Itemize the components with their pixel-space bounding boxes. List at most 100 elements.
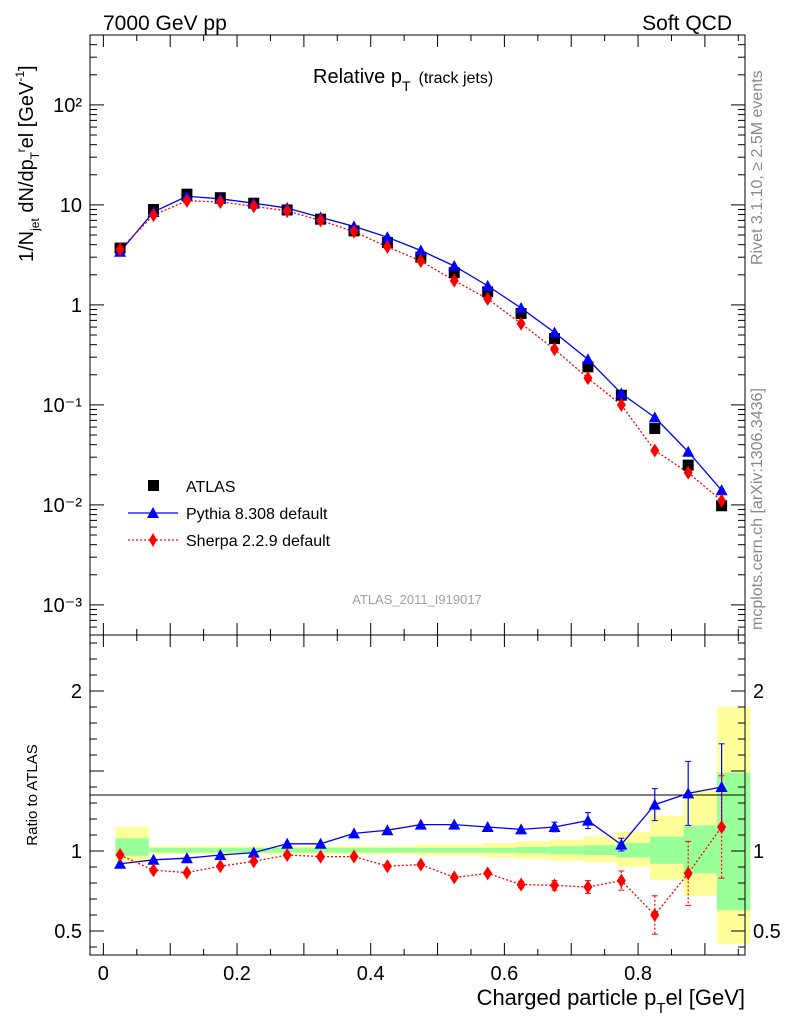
main-title: Relative pT (track jets)	[313, 66, 493, 94]
sherpa-ratio-point	[249, 854, 259, 869]
ratio-band-inner	[382, 847, 417, 853]
ratio-band-inner	[148, 847, 183, 853]
sherpa-point	[449, 273, 459, 288]
legend-pythia-marker	[147, 507, 159, 518]
pythia-ratio-point	[414, 818, 427, 830]
ratio-band-inner	[683, 825, 717, 874]
sherpa-ratio-point	[550, 878, 560, 893]
ratio-band-inner	[482, 847, 517, 853]
pythia-ratio-point	[581, 814, 594, 826]
ratio-band-inner	[215, 847, 250, 853]
pythia-point	[481, 279, 494, 291]
ratio-band-inner	[650, 836, 684, 864]
main-y-tick-label: 10⁻¹	[43, 395, 83, 417]
main-title-text: Relative pT (track jets)	[313, 66, 493, 94]
pythia-point	[448, 259, 461, 271]
mcplots-label: mcplots.cern.ch [arXiv:1306.3436]	[749, 388, 766, 630]
sherpa-ratio-point	[683, 866, 693, 881]
pythia-ratio-point	[615, 838, 628, 850]
sherpa-ratio-point	[583, 880, 593, 894]
ratio-y-tick-label: 0.5	[54, 921, 82, 943]
legend-atlas-label: ATLAS	[186, 479, 236, 496]
sherpa-point	[349, 224, 359, 239]
sherpa-ratio-point	[282, 848, 292, 862]
sherpa-point	[717, 493, 727, 508]
pythia-point	[381, 231, 394, 243]
ratio-band-inner	[549, 846, 584, 855]
sherpa-point	[583, 371, 593, 386]
sherpa-point	[650, 443, 660, 458]
pythia-point	[548, 326, 561, 338]
main-data-layer	[114, 188, 728, 512]
sherpa-point	[115, 242, 125, 257]
ratio-y-tick-label: 1	[71, 841, 82, 863]
main-ticks: 10⁻³ 10⁻² 10⁻¹ 1 10 10²	[43, 34, 745, 636]
x-tick-label: 0.4	[357, 963, 385, 985]
ratio-data-layer	[114, 743, 728, 935]
header-right: Soft QCD	[642, 12, 732, 35]
pythia-ratio-point	[548, 821, 561, 832]
pythia-point	[581, 353, 594, 365]
analysis-id: ATLAS_2011_I919017	[352, 592, 482, 607]
legend-sherpa-marker	[149, 533, 157, 547]
pythia-ratio-point	[214, 849, 227, 860]
x-tick-label: 0.8	[624, 963, 652, 985]
main-panel: 10⁻³ 10⁻² 10⁻¹ 1 10 10² Relative pT (track jet…	[13, 34, 746, 636]
sherpa-point	[382, 239, 392, 254]
ratio-band-inner	[282, 847, 316, 853]
ratio-y-tick-label: 2	[71, 681, 82, 703]
sherpa-ratio-point	[717, 820, 727, 834]
pythia-ratio-point	[314, 837, 327, 849]
ratio-y-tick-label-right: 1	[753, 841, 764, 863]
sherpa-ratio-point	[616, 873, 626, 888]
x-axis-label: Charged particle pTel [GeV]	[477, 985, 745, 1017]
pythia-ratio-point	[180, 852, 193, 864]
pythia-point	[515, 302, 528, 314]
ratio-band-inner	[416, 847, 450, 853]
ratio-band-inner	[315, 847, 350, 853]
pythia-ratio-point	[682, 787, 695, 799]
main-y-tick-label: 10	[60, 195, 82, 217]
atlas-point	[515, 308, 527, 320]
pythia-ratio-point	[648, 798, 661, 810]
ratio-band-inner	[115, 838, 149, 856]
ratio-band-inner	[182, 847, 216, 853]
main-y-tick-label: 1	[71, 295, 82, 317]
main-y-tick-label: 10⁻²	[43, 495, 83, 517]
pythia-ratio-point	[348, 827, 361, 839]
ratio-band-inner	[516, 847, 550, 854]
pythia-ratio-point	[247, 846, 260, 858]
pythia-ratio-point	[381, 824, 394, 836]
pythia-ratio-point	[147, 853, 160, 865]
atlas-point	[448, 267, 460, 279]
pythia-line	[119, 195, 723, 491]
sherpa-point	[215, 194, 225, 209]
sherpa-ratio-point	[483, 866, 493, 881]
main-y-tick-label: 10²	[53, 95, 82, 117]
sherpa-point	[483, 291, 493, 306]
pythia-ratio-point	[715, 781, 728, 792]
sherpa-ratio-point	[316, 849, 326, 864]
pythia-point	[715, 484, 728, 496]
pythia-point	[648, 411, 661, 423]
sherpa-point	[316, 213, 326, 228]
sherpa-ratio-point	[182, 865, 192, 880]
sherpa-ratio-point	[650, 908, 660, 922]
sherpa-point	[249, 199, 259, 214]
sherpa-ratio-point	[382, 859, 392, 874]
ratio-ticks: 0 0.2 0.4 0.6 0.8 0.5 0.5 1 1 2 2	[54, 635, 781, 985]
pythia-ratio-point	[281, 837, 294, 849]
legend-sherpa-label: Sherpa 2.2.9 default	[186, 533, 331, 550]
atlas-point	[549, 333, 561, 345]
sherpa-point	[182, 193, 192, 208]
sherpa-point	[683, 465, 693, 480]
ratio-band-inner	[349, 847, 383, 853]
ratio-band-inner	[449, 847, 483, 853]
atlas-point	[682, 459, 694, 471]
ratio-y-tick-label-right: 0.5	[753, 921, 781, 943]
sherpa-point	[148, 208, 158, 223]
main-y-label: 1/Njet dN/dpTrel [GeV-1]	[13, 65, 42, 262]
sherpa-point	[516, 316, 526, 331]
ratio-frame	[89, 634, 746, 956]
ratio-y-tick-label-right: 2	[753, 681, 764, 703]
